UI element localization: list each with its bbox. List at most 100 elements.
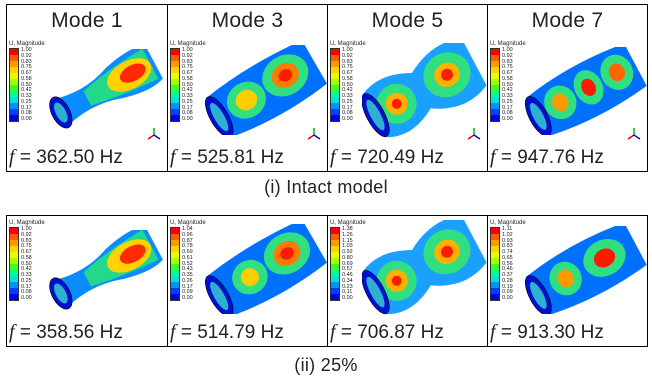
colorbar-swatch: [10, 91, 18, 97]
mode-label: Mode 1: [51, 9, 123, 32]
legend-tick-label: 1.03: [342, 243, 353, 250]
colorbar-swatch: [171, 246, 179, 252]
colorbar: [170, 227, 180, 301]
legend-tick-label: 1.11: [502, 226, 513, 232]
colorbar-swatch: [171, 252, 179, 258]
legend-tick-label: 0.00: [21, 116, 32, 122]
legend-tick-label: 0.80: [342, 254, 353, 261]
colorbar-swatch: [171, 67, 179, 73]
colorbar-swatch: [10, 264, 18, 270]
colorbar-swatch: [491, 61, 499, 67]
legend-tick-label: 0.19: [502, 283, 513, 290]
legend-tick-label: 1.02: [502, 231, 513, 238]
colorbar-swatch: [491, 294, 499, 300]
legend-tick-label: 0.25: [502, 98, 513, 105]
colorbar-swatch: [491, 49, 499, 55]
legend-tick-label: 0.00: [342, 116, 353, 122]
legend-tick-label: 1.00: [182, 47, 193, 53]
colorbar-swatch: [491, 103, 499, 109]
legend-tick-label: 0.83: [21, 58, 32, 65]
legend-tick-label: 1.00: [342, 47, 353, 53]
colorbar-swatch: [491, 282, 499, 288]
legend: U, Magnitude 1.11 1.02 0.93 0.83 0.74 0.65 0.5…: [490, 220, 530, 301]
legend-tick-label: 0.69: [182, 249, 193, 255]
legend-tick-label: 0.67: [21, 249, 32, 255]
colorbar-swatch: [171, 97, 179, 103]
mode-shape-model: [524, 226, 647, 314]
colorbar-swatch: [331, 294, 339, 300]
legend-tick-label: 0.00: [502, 116, 513, 122]
legend-tick-label: 0.78: [182, 243, 193, 250]
legend-tick-label: 0.17: [21, 283, 32, 290]
colorbar: [330, 48, 340, 122]
legend-tick-label: 0.75: [342, 64, 353, 71]
colorbar-swatch: [331, 258, 339, 264]
colorbar-swatch: [331, 264, 339, 270]
colorbar-swatch: [491, 79, 499, 85]
legend-tick-label: 0.00: [342, 295, 353, 301]
legend-tick-label: 0.75: [502, 64, 513, 71]
frequency-label: f = 514.79 Hz: [170, 321, 284, 343]
legend-tick-label: 0.46: [502, 266, 513, 273]
legend-tick-label: 0.83: [502, 58, 513, 65]
legend-tick-label: 0.83: [342, 58, 353, 65]
colorbar-swatch: [491, 258, 499, 264]
colorbar-swatch: [171, 103, 179, 109]
colorbar-swatch: [10, 79, 18, 85]
colorbar-swatch: [171, 240, 179, 246]
legend-tick-label: 0.00: [21, 295, 32, 301]
colorbar-swatch: [331, 67, 339, 73]
colorbar: [330, 227, 340, 301]
colorbar-swatch: [171, 85, 179, 91]
legend-tick-label: 0.17: [182, 104, 193, 111]
legend-tick-label: 0.75: [21, 243, 32, 250]
legend-ticks: 1.00 0.92 0.83 0.75 0.67 0.58 0.50 0.42 0.33 0.25…: [502, 47, 513, 122]
colorbar-swatch: [491, 234, 499, 240]
mode-shape-model: [205, 45, 327, 135]
colorbar-swatch: [10, 270, 18, 276]
legend-tick-label: 0.37: [502, 272, 513, 278]
legend-tick-label: 1.26: [342, 231, 353, 238]
colorbar-swatch: [10, 85, 18, 91]
panel-intact-mode-1: Mode 1 U, Magnitude 1.00 0.92 0.83 0.75 0.67…: [7, 5, 167, 171]
legend-tick-label: 0.17: [342, 104, 353, 111]
axis-triad-icon: [627, 128, 641, 140]
legend-tick-label: 1.00: [502, 47, 513, 53]
colorbar-swatch: [491, 91, 499, 97]
legend-ticks: 1.04 0.96 0.87 0.78 0.69 0.61 0.52 0.43 0.35 0.26…: [182, 226, 193, 301]
row-caption-25-percent: (ii) 25%: [294, 355, 358, 375]
colorbar-swatch: [171, 258, 179, 264]
legend-ticks: 1.00 0.92 0.83 0.75 0.67 0.58 0.50 0.42 0.33 0.25…: [21, 226, 32, 301]
colorbar-swatch: [10, 115, 18, 121]
frequency-label: f = 358.56 Hz: [9, 321, 123, 343]
mode-shape-model: [205, 224, 327, 314]
legend-tick-label: 0.50: [21, 81, 32, 88]
legend-tick-label: 0.67: [342, 70, 353, 76]
legend-tick-label: 0.50: [182, 81, 193, 88]
legend-tick-label: 0.67: [182, 70, 193, 76]
colorbar-swatch: [491, 276, 499, 282]
legend-tick-label: 0.43: [182, 266, 193, 273]
row-25-percent: U, Magnitude 1.00 0.92 0.83 0.75 0.67 0.58 0.5…: [6, 215, 648, 347]
legend-tick-label: 0.23: [342, 283, 353, 290]
legend-tick-label: 0.17: [21, 104, 32, 111]
legend-tick-label: 0.58: [21, 75, 32, 82]
colorbar-swatch: [331, 115, 339, 121]
colorbar-swatch: [331, 240, 339, 246]
legend-tick-label: 0.25: [21, 98, 32, 105]
legend-tick-label: 1.00: [21, 226, 32, 232]
legend-tick-label: 0.17: [182, 283, 193, 290]
axis-triad-icon: [147, 128, 161, 140]
legend-tick-label: 0.00: [502, 295, 513, 301]
mode-shape-model: [49, 49, 163, 129]
colorbar-swatch: [10, 55, 18, 61]
legend-tick-label: 0.33: [502, 93, 513, 99]
legend-tick-label: 0.58: [502, 75, 513, 82]
legend-tick-label: 0.11: [342, 289, 353, 296]
legend-title: U, Magnitude: [9, 41, 45, 47]
colorbar-swatch: [10, 288, 18, 294]
colorbar-swatch: [331, 103, 339, 109]
legend-title: U, Magnitude: [490, 41, 526, 47]
legend-tick-label: 0.46: [342, 272, 353, 278]
panel-intact-mode-3: Mode 3 U, Magnitude 1.00 0.92 0.83 0.75 0.67…: [167, 5, 327, 171]
